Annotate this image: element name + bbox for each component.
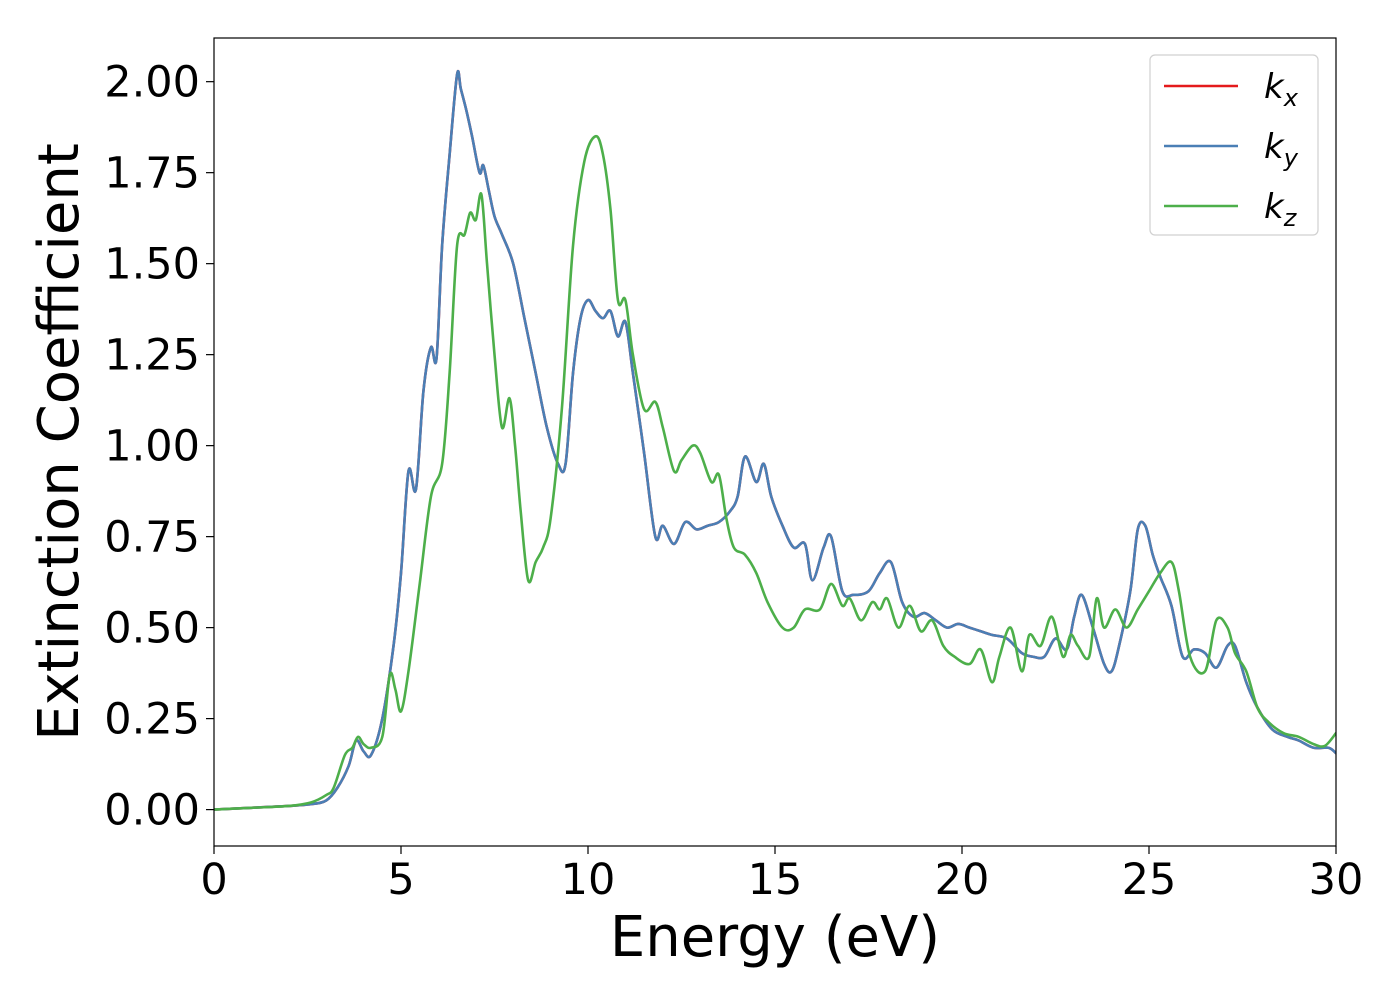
x-tick-label: 25 <box>1122 855 1177 905</box>
series-line-kz <box>214 134 1336 811</box>
y-tick-label: 2.00 <box>104 58 200 108</box>
legend-label-kz: kz <box>1264 187 1298 232</box>
legend-label-ky: ky <box>1264 127 1299 172</box>
x-tick-label: 30 <box>1309 855 1364 905</box>
y-tick-label: 1.50 <box>104 240 200 290</box>
y-tick-label: 1.00 <box>104 422 200 472</box>
plot-lines <box>214 69 1336 811</box>
y-tick-label: 1.25 <box>104 331 200 381</box>
y-tick-label: 1.75 <box>104 149 200 199</box>
series-line-ky <box>214 69 1336 811</box>
y-axis: 0.00 0.25 0.50 0.75 1.00 1.25 1.50 1.75 2.00 <box>104 58 214 836</box>
x-tick-label: 10 <box>561 855 616 905</box>
x-axis: 0 5 10 15 20 25 30 <box>200 846 1363 905</box>
x-tick-label: 20 <box>935 855 990 905</box>
y-tick-label: 0.75 <box>104 513 200 563</box>
y-axis-label: Extinction Coefficient <box>27 143 92 741</box>
legend-label-kx: kx <box>1264 67 1299 112</box>
y-tick-label: 0.25 <box>104 695 200 745</box>
x-axis-label: Energy (eV) <box>610 905 940 970</box>
y-tick-label: 0.00 <box>104 786 200 836</box>
x-tick-label: 0 <box>200 855 227 905</box>
y-tick-label: 0.50 <box>104 604 200 654</box>
legend: kx ky kz <box>1149 54 1319 236</box>
x-tick-label: 15 <box>748 855 803 905</box>
x-tick-label: 5 <box>387 855 414 905</box>
